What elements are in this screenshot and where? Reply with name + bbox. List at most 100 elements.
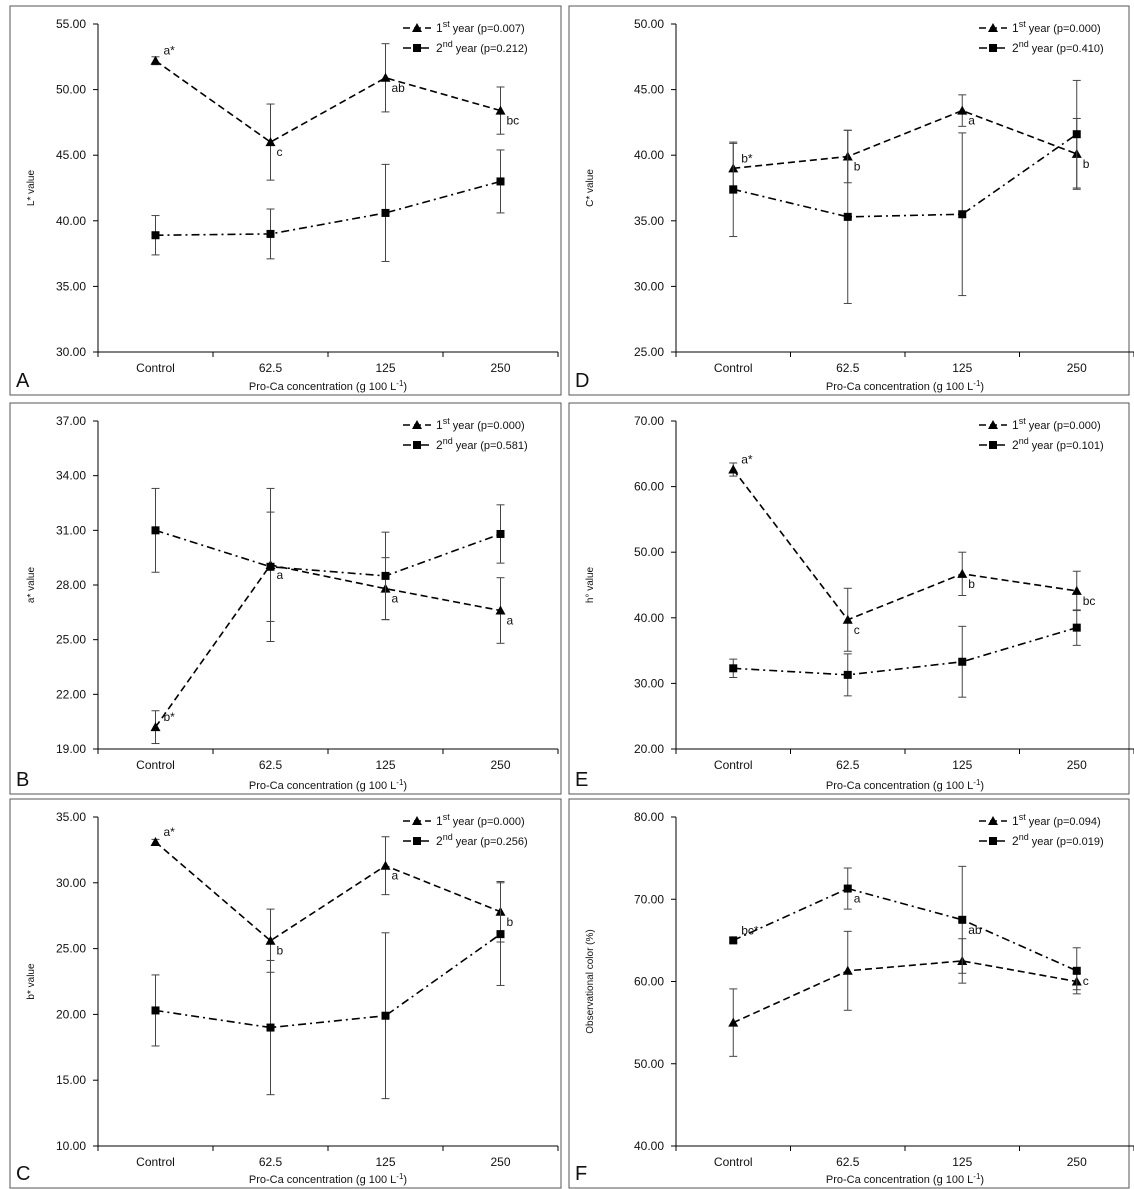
x-axis-label-sup: -1 xyxy=(396,1172,404,1181)
legend-text: year (p=0.000) xyxy=(450,816,525,828)
legend-marker xyxy=(412,23,422,32)
legend-label: 2nd year (p=0.256) xyxy=(436,832,528,848)
y-tick-label: 30.00 xyxy=(634,279,664,293)
data-point xyxy=(1072,623,1081,632)
data-point xyxy=(150,55,161,65)
x-axis-label: Pro-Ca concentration (g 100 L-1) xyxy=(249,1172,407,1186)
x-tick-label: 62.5 xyxy=(259,361,283,375)
y-tick-label: 34.00 xyxy=(56,469,86,483)
y-tick-label: 20.00 xyxy=(634,742,664,756)
x-axis-label-end: ) xyxy=(403,780,407,792)
y-tick-label: 25.00 xyxy=(56,942,86,956)
significance-label: b xyxy=(507,915,514,929)
legend-sup: nd xyxy=(1019,832,1029,842)
data-point xyxy=(380,860,391,870)
x-tick-label: 250 xyxy=(1067,1155,1087,1169)
x-tick-label: 125 xyxy=(375,361,395,375)
panel-border xyxy=(9,402,562,795)
x-tick-label: Control xyxy=(714,758,753,772)
x-axis-label-main: Pro-Ca concentration (g 100 L xyxy=(249,1174,396,1186)
series-1 xyxy=(150,43,506,181)
significance-label: ab xyxy=(392,81,406,95)
significance-label: a xyxy=(392,869,399,883)
x-tick-label: 125 xyxy=(952,361,972,375)
y-tick-label: 22.00 xyxy=(56,687,86,701)
significance-label: bc* xyxy=(741,923,759,937)
series-2 xyxy=(729,609,1081,698)
data-point xyxy=(266,229,275,238)
y-tick-label: 45.00 xyxy=(56,148,86,162)
x-axis-label: Pro-Ca concentration (g 100 L-1) xyxy=(826,379,984,393)
x-axis-label-main: Pro-Ca concentration (g 100 L xyxy=(249,780,396,792)
data-point xyxy=(843,884,852,893)
x-axis-label-sup: -1 xyxy=(973,778,981,787)
data-point xyxy=(958,915,967,924)
y-tick-label: 35.00 xyxy=(634,214,664,228)
x-tick-label: Control xyxy=(714,1155,753,1169)
significance-label: b xyxy=(854,160,861,174)
legend-item-1: 1st year (p=0.094) xyxy=(979,812,1101,828)
data-point xyxy=(266,562,275,571)
series-line xyxy=(155,529,501,577)
series-line xyxy=(733,133,1078,218)
series-2 xyxy=(729,79,1081,304)
y-tick-label: 40.00 xyxy=(56,214,86,228)
legend-number: 1 xyxy=(1012,814,1019,828)
significance-label: b xyxy=(277,944,284,958)
significance-label: ab xyxy=(968,923,982,937)
panel-letter: A xyxy=(16,370,30,392)
chart-panel-b: 19.00 22.00 25.00 28.00 31.00 34.00 37.00 Contr… xyxy=(9,402,562,795)
series-1 xyxy=(728,930,1082,1057)
data-point xyxy=(729,936,738,945)
y-tick-label: 55.00 xyxy=(56,17,86,31)
legend-label: 1st year (p=0.094) xyxy=(1012,812,1101,828)
data-point xyxy=(1072,966,1081,975)
x-axis-label-sup: -1 xyxy=(973,1172,981,1181)
data-point xyxy=(728,1017,739,1027)
y-axis-label: b* value xyxy=(26,963,37,1000)
significance-label: a* xyxy=(164,44,176,58)
legend-label: 2nd year (p=0.212) xyxy=(436,39,528,55)
legend-sup: nd xyxy=(1019,436,1029,446)
legend-sup: nd xyxy=(443,436,453,446)
legend-marker xyxy=(413,441,421,449)
x-tick-label: 62.5 xyxy=(836,758,860,772)
y-tick-label: 50.00 xyxy=(634,545,664,559)
significance-label: b* xyxy=(164,710,176,724)
data-point xyxy=(729,664,738,673)
legend-text: year (p=0.410) xyxy=(1029,43,1104,55)
y-tick-label: 31.00 xyxy=(56,523,86,537)
legend-sup: st xyxy=(1019,416,1027,426)
legend-item-2: 2nd year (p=0.581) xyxy=(403,436,528,452)
legend-marker xyxy=(989,441,997,449)
y-tick-label: 50.00 xyxy=(56,83,86,97)
data-point xyxy=(496,177,505,186)
legend-item-2: 2nd year (p=0.019) xyxy=(979,832,1104,848)
x-axis-label-main: Pro-Ca concentration (g 100 L xyxy=(826,1174,973,1186)
y-tick-label: 80.00 xyxy=(634,810,664,824)
x-tick-label: 62.5 xyxy=(836,361,860,375)
y-tick-label: 28.00 xyxy=(56,578,86,592)
data-point xyxy=(728,464,739,474)
series-2 xyxy=(151,487,505,622)
legend-text: year (p=0.094) xyxy=(1026,816,1101,828)
x-tick-label: 250 xyxy=(490,758,510,772)
significance-label: c xyxy=(277,145,283,159)
x-tick-label: 125 xyxy=(375,758,395,772)
legend-item-1: 1st year (p=0.000) xyxy=(403,416,525,432)
data-point xyxy=(957,568,968,578)
y-tick-label: 30.00 xyxy=(634,676,664,690)
x-axis-label-main: Pro-Ca concentration (g 100 L xyxy=(826,780,973,792)
data-point xyxy=(151,1006,160,1015)
legend-marker xyxy=(412,816,422,825)
panel-border xyxy=(9,5,562,396)
chart-panel-e: 20.00 30.00 40.00 50.00 60.00 70.00 Control 62.… xyxy=(568,402,1134,795)
legend-label: 1st year (p=0.000) xyxy=(1012,19,1101,35)
y-tick-label: 30.00 xyxy=(56,876,86,890)
chart-panel-a: 30.00 35.00 40.00 45.00 50.00 55.00 Control 62.… xyxy=(9,5,562,396)
data-point xyxy=(380,72,391,82)
legend-item-2: 2nd year (p=0.410) xyxy=(979,39,1104,55)
legend-marker xyxy=(988,23,998,32)
x-axis-label-main: Pro-Ca concentration (g 100 L xyxy=(826,381,973,393)
legend-item-1: 1st year (p=0.007) xyxy=(403,19,525,35)
